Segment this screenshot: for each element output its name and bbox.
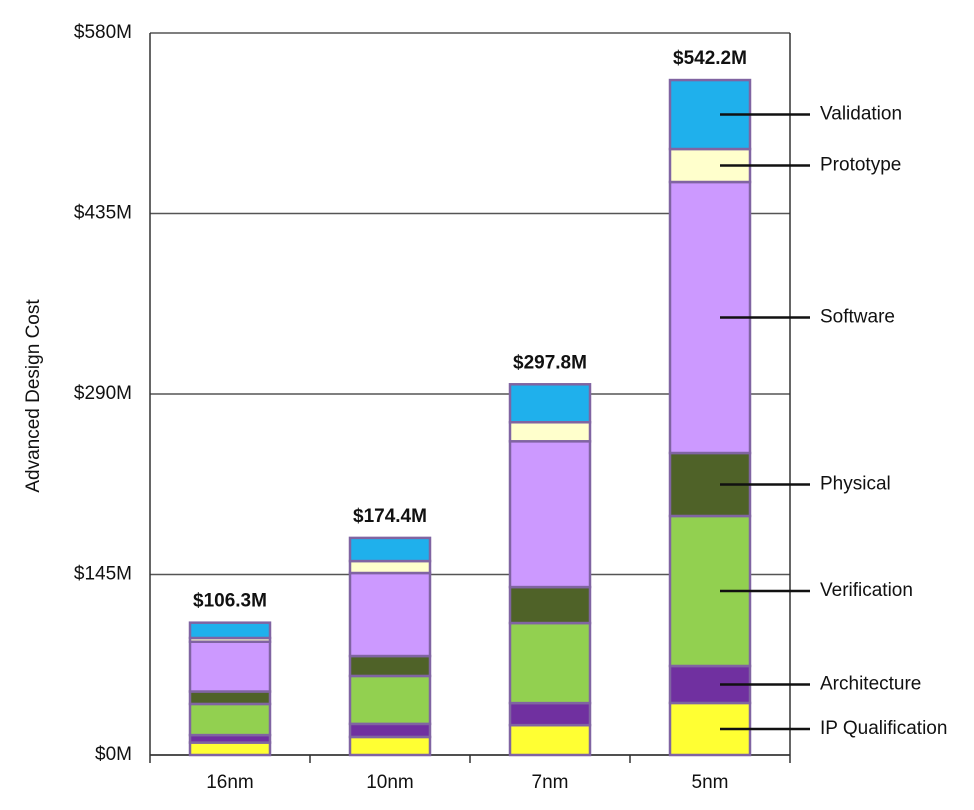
bar-segment [508,383,592,424]
bar-segment [348,536,432,563]
x-tick-label: 16nm [206,772,254,793]
y-axis-label: Advanced Design Cost [23,299,44,493]
x-tick-label: 10nm [366,772,414,793]
bar-segment [188,640,272,693]
legend-label: Prototype [820,155,901,176]
bar-segment [348,674,432,726]
total-label: $297.8M [513,352,587,373]
bar-segment [348,559,432,575]
bar-segment [188,702,272,737]
total-label: $542.2M [673,48,747,69]
total-label: $106.3M [193,591,267,612]
y-tick-label: $580M [74,22,132,43]
bar-segment [508,701,592,727]
legend-label: Physical [820,474,891,495]
bar-segment [348,735,432,757]
legend-label: IP Qualification [820,718,947,739]
y-tick-label: $435M [74,203,132,224]
bar-segment [188,690,272,706]
total-label: $174.4M [353,506,427,527]
bar-segment [508,440,592,589]
bar-segment [508,421,592,443]
legend-label: Verification [820,580,913,601]
bar-segment [348,654,432,678]
bar-segment [188,621,272,640]
bar-segment [508,585,592,625]
bar-segment [188,741,272,757]
x-tick-label: 5nm [692,772,729,793]
bar-segment [508,621,592,705]
y-tick-label: $0M [95,744,132,765]
bar-segment [348,722,432,739]
legend-label: Validation [820,104,902,125]
legend-label: Software [820,307,895,328]
x-tick-label: 7nm [532,772,569,793]
y-tick-label: $145M [74,564,132,585]
y-tick-label: $290M [74,383,132,404]
legend-label: Architecture [820,673,921,694]
bar-segment [508,723,592,757]
bar-segment [348,571,432,658]
